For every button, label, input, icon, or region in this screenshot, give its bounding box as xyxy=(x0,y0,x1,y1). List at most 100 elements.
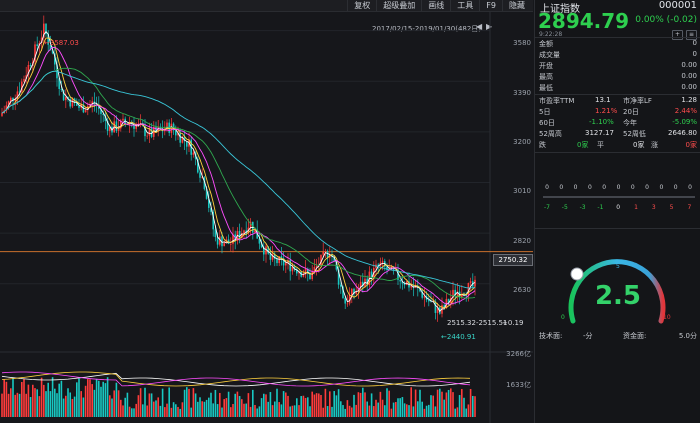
volume-bar xyxy=(434,406,437,417)
volume-bar xyxy=(410,387,412,417)
candle-body xyxy=(289,260,291,272)
volume-bar xyxy=(194,393,197,417)
volume-bar xyxy=(58,383,60,417)
candle-body xyxy=(267,246,269,254)
candle-body xyxy=(304,268,307,275)
candle-body xyxy=(91,101,93,104)
volume-bar xyxy=(329,391,331,417)
volume-bar xyxy=(333,391,335,417)
candle-body xyxy=(212,211,214,230)
candle-body xyxy=(313,267,316,271)
candle-body xyxy=(109,126,111,131)
volume-bar xyxy=(366,401,368,417)
menu-icon[interactable]: ≡ xyxy=(686,30,697,40)
volume-bar xyxy=(342,405,344,417)
volume-bar xyxy=(252,389,254,417)
volume-bar xyxy=(179,408,181,417)
candle-body xyxy=(469,281,472,284)
price-chart-svg[interactable] xyxy=(0,0,533,423)
volume-bar xyxy=(109,395,111,417)
volume-bar xyxy=(12,377,14,417)
candle-body xyxy=(291,266,294,272)
candle-body xyxy=(135,124,137,129)
price-tick-3010: 3010 xyxy=(513,187,531,195)
volume-bar xyxy=(45,391,47,417)
candle-body xyxy=(89,103,91,106)
volume-bar xyxy=(115,382,118,417)
kline-chart-panel[interactable]: 复权 超级叠加 画线 工具 F9 隐藏 2017/02/15-2019/01/30(482… xyxy=(0,0,533,423)
candle-body xyxy=(282,258,285,266)
candle-body xyxy=(315,265,318,268)
volume-bar xyxy=(368,405,371,417)
candle-body xyxy=(230,243,232,245)
volume-bar xyxy=(175,404,177,417)
volume-bar xyxy=(120,399,122,417)
volume-bar xyxy=(280,404,283,417)
candle-body xyxy=(104,115,107,122)
candle-body xyxy=(293,266,296,270)
volume-bar xyxy=(276,388,278,417)
stat-row-volume: 成交量 0 xyxy=(539,50,697,59)
candle-body xyxy=(340,284,342,287)
candle-body xyxy=(98,105,100,109)
volume-bar xyxy=(43,384,45,417)
volume-bar xyxy=(25,393,27,417)
range-next-button[interactable]: ▶ xyxy=(486,22,493,31)
candle-body xyxy=(219,236,221,245)
candle-body xyxy=(326,251,329,258)
volume-bar xyxy=(21,381,23,417)
volume-bar xyxy=(128,406,131,417)
score-gauge: 0 5 10 2.5 xyxy=(535,235,700,330)
volume-bar xyxy=(344,408,346,417)
candle-body xyxy=(381,261,384,263)
volume-bar xyxy=(3,379,5,417)
tools-button[interactable]: 工具 xyxy=(450,0,479,11)
candle-body xyxy=(401,281,404,284)
dist-count: 0 xyxy=(559,184,563,191)
price-tick-2820: 2820 xyxy=(513,237,531,245)
candle-body xyxy=(208,198,210,208)
candle-body xyxy=(133,123,135,129)
volume-bar xyxy=(425,405,428,417)
distribution-chart: 0 0 0 0 0 0 0 0 0 0 0 -7 -5 -3 -1 0 1 3 5 7 xyxy=(543,184,695,211)
candle-body xyxy=(454,289,456,296)
candle-body xyxy=(467,283,470,296)
candle-body xyxy=(214,229,217,238)
candle-body xyxy=(344,298,346,304)
volume-bar xyxy=(219,392,221,417)
hide-button[interactable]: 隐藏 xyxy=(502,0,531,11)
volume-bar xyxy=(408,405,410,417)
volume-bar xyxy=(146,405,148,417)
restore-rights-button[interactable]: 复权 xyxy=(347,0,376,11)
volume-ma-line xyxy=(1,371,471,387)
f9-button[interactable]: F9 xyxy=(479,0,502,11)
volume-bar xyxy=(287,395,289,417)
candle-body xyxy=(71,98,74,107)
volume-bar xyxy=(49,391,52,417)
volume-bar xyxy=(203,401,206,417)
candle-body xyxy=(12,97,14,102)
stat-row-60d-ytd: 60日 -1.10% 今年 -5.09% xyxy=(539,118,697,127)
volume-bar xyxy=(188,388,190,417)
volume-bar xyxy=(199,397,201,417)
price-tick-3200: 3200 xyxy=(513,138,531,146)
candle-body xyxy=(45,23,47,34)
candle-body xyxy=(271,254,274,260)
candle-body xyxy=(302,274,305,277)
volume-bar xyxy=(225,398,228,417)
candle-body xyxy=(395,269,397,271)
draw-line-button[interactable]: 画线 xyxy=(421,0,450,11)
range-prev-button[interactable]: ◀ xyxy=(476,22,483,31)
candle-body xyxy=(205,189,208,199)
candle-body xyxy=(16,91,19,99)
candle-body xyxy=(436,307,439,313)
dist-label: 5 xyxy=(670,204,674,211)
super-overlay-button[interactable]: 超级叠加 xyxy=(376,0,421,11)
candle-body xyxy=(370,271,373,279)
gauge-min-label: 0 xyxy=(561,314,565,321)
quote-time: 9:22:28 xyxy=(539,31,563,38)
volume-bar xyxy=(267,401,269,417)
volume-bar xyxy=(190,407,192,417)
volume-bar xyxy=(69,392,71,417)
add-watchlist-button[interactable]: + xyxy=(672,30,683,40)
